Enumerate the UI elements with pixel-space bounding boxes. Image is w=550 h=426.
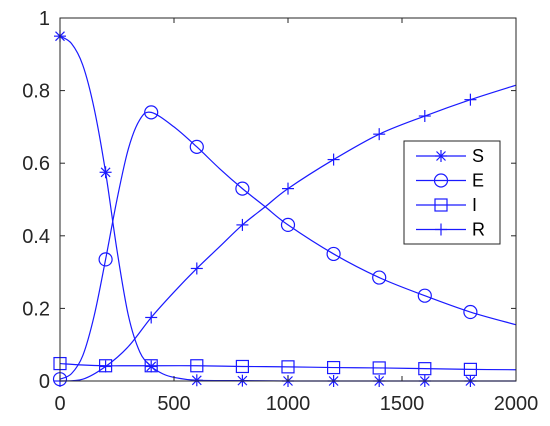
- data-point-r: [327, 153, 340, 166]
- legend-label-e: E: [472, 171, 484, 191]
- legend-marker-e: [433, 173, 449, 188]
- y-tick-label: 0.8: [22, 81, 50, 103]
- data-point-i: [372, 361, 386, 375]
- x-tick-label: 1000: [266, 393, 311, 415]
- x-tick-label: 0: [54, 393, 65, 415]
- data-point-i: [418, 362, 432, 376]
- y-tick-label: 0.6: [22, 153, 50, 175]
- legend-marker-s: [435, 150, 447, 162]
- legend-label-r: R: [472, 220, 485, 240]
- data-point-i: [235, 359, 249, 374]
- x-tick-label: 2000: [494, 393, 539, 415]
- data-point-r: [190, 262, 203, 275]
- data-point-e: [235, 181, 250, 196]
- data-point-r: [145, 311, 158, 324]
- legend-item-e: E: [416, 171, 484, 191]
- data-point-e: [144, 105, 159, 120]
- series-line-e: [59, 111, 517, 380]
- data-point-r: [282, 182, 294, 195]
- y-tick-label: 0.2: [22, 298, 50, 320]
- data-point-e: [98, 252, 113, 267]
- data-point-i: [190, 359, 204, 373]
- data-point-e: [189, 139, 204, 154]
- y-tick-label: 0: [39, 371, 50, 393]
- x-tick-label: 1500: [380, 393, 425, 415]
- data-point-s: [99, 166, 112, 179]
- legend-item-r: R: [416, 220, 485, 240]
- data-point-e: [280, 217, 296, 233]
- data-point-s: [190, 374, 203, 387]
- data-point-i: [463, 362, 477, 376]
- data-point-e: [417, 288, 432, 303]
- data-point-s: [145, 360, 158, 373]
- legend-marker-r: [435, 223, 447, 236]
- legend-label-s: S: [472, 146, 484, 166]
- data-point-e: [463, 304, 478, 320]
- data-point-r: [236, 218, 249, 231]
- series-line-r: [59, 84, 517, 382]
- data-point-e: [372, 270, 387, 285]
- data-point-i: [327, 360, 341, 375]
- legend-marker-i: [434, 198, 448, 212]
- x-tick-label: 500: [157, 393, 190, 415]
- legend-item-i: I: [416, 195, 477, 215]
- data-point-i: [281, 360, 295, 374]
- legend-item-s: S: [416, 146, 484, 166]
- data-point-e: [326, 246, 341, 262]
- data-point-r: [99, 360, 112, 373]
- y-tick-label: 0.4: [22, 226, 50, 248]
- data-point-r: [464, 93, 477, 106]
- legend-label-i: I: [472, 195, 477, 215]
- legend-box: [403, 140, 501, 245]
- y-tick-label: 1: [39, 8, 50, 30]
- data-point-i: [144, 359, 158, 373]
- data-point-r: [418, 110, 431, 123]
- axes-layer: 0 500 1000 1500 2000 0 0.2 0.4 0.6 0.8 1: [22, 8, 538, 415]
- data-point-r: [373, 128, 386, 141]
